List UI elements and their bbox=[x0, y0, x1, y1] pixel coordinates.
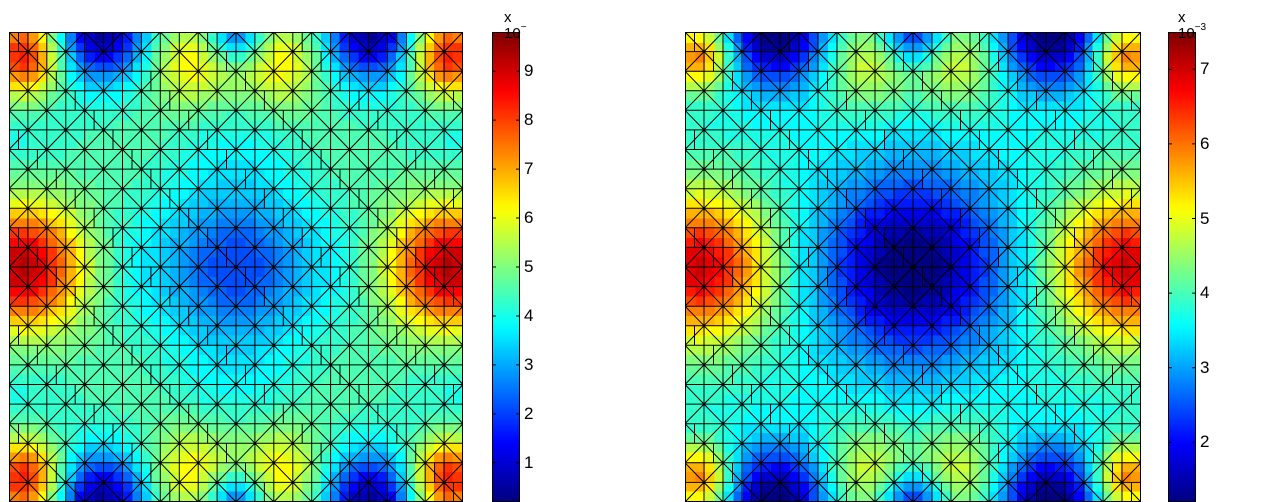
colorbar-tick-label: 1 bbox=[524, 452, 534, 472]
left-exponent-power: − bbox=[520, 22, 527, 33]
left-exponent-base: x 10 bbox=[504, 9, 521, 42]
left-heatmap-field bbox=[9, 32, 463, 502]
colorbar-tick-label: 7 bbox=[1200, 59, 1210, 79]
colorbar-tick-label: 5 bbox=[524, 257, 534, 276]
colorbar-tick-label: 8 bbox=[524, 110, 534, 130]
colorbar-tick-label: 2 bbox=[524, 403, 534, 423]
colorbar-tick-label: 6 bbox=[524, 208, 534, 228]
right-colorbar-ticks bbox=[1168, 68, 1196, 443]
left-colorbar-exponent: x 10− bbox=[504, 10, 527, 41]
colorbar-tick-label: 3 bbox=[1200, 357, 1210, 377]
right-exponent-base: x 10 bbox=[1178, 9, 1195, 42]
left-colorbar-ticks bbox=[492, 70, 520, 464]
colorbar-tick-label: 6 bbox=[1200, 133, 1210, 153]
colorbar-tick-label: 3 bbox=[524, 354, 534, 374]
right-colorbar bbox=[1168, 32, 1196, 502]
colorbar-tick-label: 9 bbox=[524, 61, 534, 81]
colorbar-tick-label: 4 bbox=[1200, 283, 1210, 303]
right-heatmap-field bbox=[685, 32, 1141, 502]
colorbar-tick-label: 4 bbox=[524, 305, 534, 325]
right-exponent-power: −3 bbox=[1194, 22, 1207, 33]
colorbar-tick-label: 5 bbox=[1200, 208, 1210, 228]
colorbar-tick-label: 2 bbox=[1200, 432, 1210, 452]
right-colorbar-exponent: x 10−3 bbox=[1178, 10, 1206, 41]
colorbar-tick-label: 7 bbox=[524, 159, 534, 179]
